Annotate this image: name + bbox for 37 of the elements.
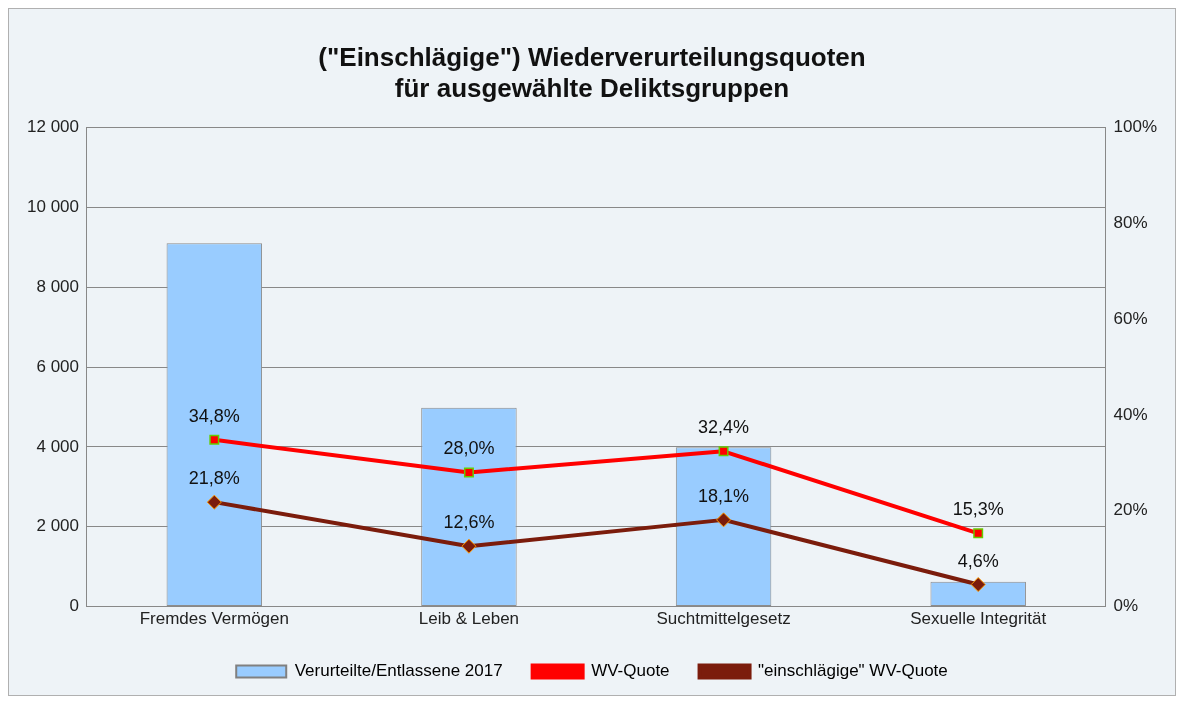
y-tick-label: 0 <box>69 596 79 616</box>
point <box>718 446 729 457</box>
point <box>206 494 222 510</box>
point <box>209 434 220 445</box>
y2-tick-label: 80% <box>1113 212 1148 232</box>
y-tick-label: 4 000 <box>36 436 79 456</box>
y-tick-label: 8 000 <box>36 276 79 296</box>
x-tick-label: Sexuelle Integrität <box>910 609 1047 629</box>
x-tick-label: Suchtmittelgesetz <box>656 609 791 629</box>
point <box>463 467 474 478</box>
y-tick-label: 12 000 <box>27 117 79 137</box>
legend-label: "einschlägige" WV-Quote <box>758 661 948 681</box>
x-tick-label: Leib & Leben <box>418 609 520 629</box>
legend-label: Verurteilte/Entlassene 2017 <box>294 661 503 681</box>
data-label: 18,1% <box>698 485 750 506</box>
y-tick-label: 10 000 <box>27 196 79 216</box>
y2-tick-label: 40% <box>1113 404 1148 424</box>
data-label: 21,8% <box>188 468 240 489</box>
data-label: 34,8% <box>188 405 240 426</box>
data-label: 32,4% <box>698 417 750 438</box>
y-tick-label: 6 000 <box>36 356 79 376</box>
point <box>973 528 984 539</box>
point <box>716 512 732 528</box>
data-label: 4,6% <box>957 550 999 571</box>
legend-label: WV-Quote <box>591 661 670 681</box>
data-label: 15,3% <box>952 499 1004 520</box>
y2-tick-label: 20% <box>1113 500 1148 520</box>
y2-tick-label: 0% <box>1113 596 1139 616</box>
chart-title: ("Einschlägige") Wiederverurteilungsquoten für ausgewählte Deliktsgruppen <box>318 41 866 103</box>
y-tick-label: 2 000 <box>36 516 79 536</box>
x-tick-label: Fremdes Vermögen <box>139 609 289 629</box>
y2-tick-label: 60% <box>1113 308 1148 328</box>
point <box>970 577 986 593</box>
y2-tick-label: 100% <box>1113 117 1157 137</box>
point <box>461 538 477 554</box>
data-label: 12,6% <box>443 512 495 533</box>
data-label: 28,0% <box>443 438 495 459</box>
